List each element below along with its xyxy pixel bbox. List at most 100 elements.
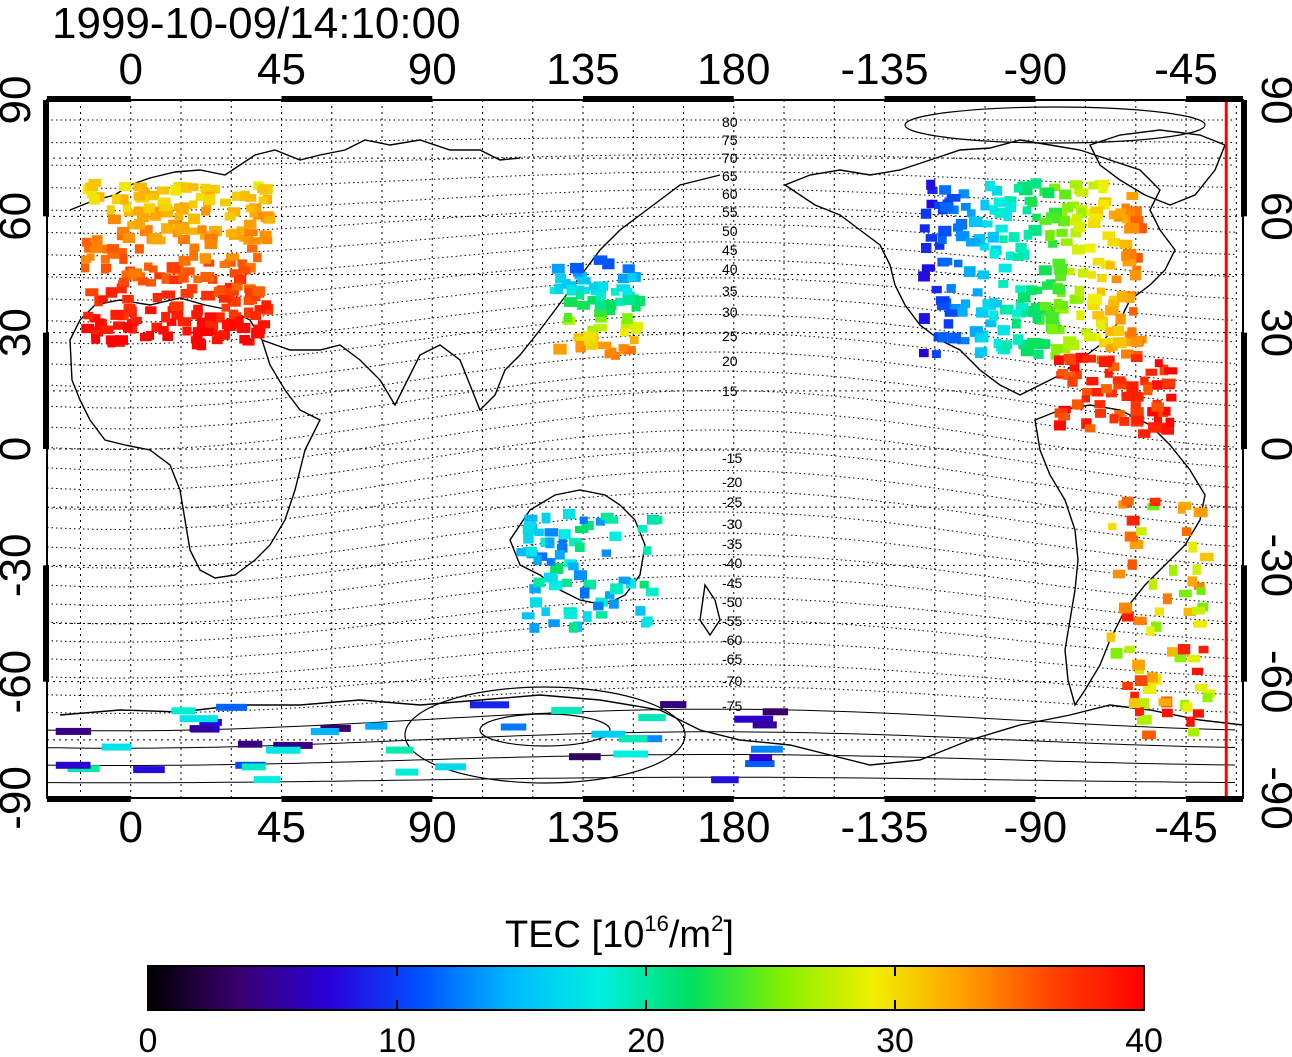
tec-cell	[1147, 407, 1159, 417]
tec-cell	[1042, 187, 1055, 199]
tec-cell	[1019, 186, 1033, 196]
tec-cell	[1072, 213, 1083, 223]
tec-cell	[1004, 196, 1013, 207]
tec-cell	[575, 291, 585, 300]
tec-cell	[162, 331, 173, 341]
tec-cell	[170, 301, 184, 312]
tec-cell	[534, 528, 544, 537]
tec-cell	[926, 179, 936, 190]
tec-cell	[957, 307, 968, 317]
lat-tick-label-right: 0	[1252, 437, 1292, 461]
lon-tick-label-bottom: 180	[697, 803, 770, 852]
tec-cell	[85, 182, 99, 192]
tec-cell	[533, 577, 545, 588]
lon-tick-label-top: -45	[1154, 45, 1218, 94]
tec-cell	[170, 185, 182, 196]
tec-cell	[594, 301, 606, 311]
tec-cell	[90, 329, 100, 339]
lat-tick-label-left: -90	[0, 766, 40, 830]
tec-cell	[533, 555, 542, 565]
tec-cell	[1062, 371, 1076, 380]
tec-cell	[1154, 359, 1163, 368]
lat-tick-label-right: 30	[1252, 308, 1292, 357]
tec-cell	[435, 763, 466, 771]
contour-label: 20	[722, 353, 738, 369]
tec-cell	[966, 209, 976, 217]
tec-cell	[204, 194, 216, 205]
tec-cell	[261, 300, 272, 311]
tec-cell	[1128, 698, 1140, 708]
tec-cell	[1141, 715, 1152, 725]
tec-cell	[123, 209, 135, 217]
tec-cell	[1039, 302, 1051, 311]
tec-cell	[144, 262, 153, 271]
tec-cell	[918, 271, 930, 282]
tec-cell	[1142, 730, 1156, 740]
tec-cell	[1191, 606, 1205, 615]
tec-cell	[137, 212, 149, 223]
tec-cell	[1015, 243, 1027, 253]
tec-cell	[1087, 299, 1100, 310]
tec-cell	[176, 205, 189, 215]
tec-cell	[596, 611, 608, 619]
tec-cell	[233, 276, 243, 284]
tec-cell	[1033, 286, 1043, 295]
tec-cell	[1056, 228, 1068, 237]
tec-cell	[987, 231, 999, 243]
tec-cell	[192, 329, 203, 340]
tec-cell	[110, 309, 124, 320]
tec-cell	[610, 583, 623, 595]
tec-cell	[1193, 507, 1208, 518]
tec-cell	[1059, 189, 1072, 200]
contour-line	[47, 223, 1236, 257]
contour-line	[47, 409, 1236, 471]
contour-label: -70	[722, 673, 742, 689]
tec-cell	[1058, 215, 1070, 227]
contour-line	[47, 370, 1236, 430]
tec-cell	[1020, 347, 1035, 357]
tec-cell	[980, 199, 990, 211]
tec-cell	[81, 255, 92, 263]
colorbar-label-mid: /m	[669, 914, 711, 956]
tec-cell	[1121, 496, 1134, 506]
tec-cell	[1130, 216, 1144, 224]
tec-cell	[1076, 310, 1085, 321]
lat-tick-label-left: 60	[0, 192, 40, 241]
tec-cell	[201, 290, 216, 301]
tec-cell	[1104, 368, 1113, 378]
tec-cell	[1110, 648, 1123, 659]
contour-label: 75	[722, 132, 738, 148]
tec-cell	[1018, 339, 1031, 350]
coastline-new-zealand	[699, 583, 721, 637]
tec-cell	[711, 776, 739, 784]
tec-cell	[221, 319, 230, 330]
tec-cell	[1092, 311, 1105, 320]
lat-tick-label-right: -30	[1252, 534, 1292, 598]
contour-label: 40	[722, 261, 738, 277]
tec-cell	[1134, 223, 1147, 234]
tec-cell	[613, 750, 649, 758]
tec-cell	[122, 233, 136, 243]
tec-cell	[113, 321, 124, 330]
tec-cell	[1075, 352, 1088, 363]
tec-cell	[1083, 243, 1096, 253]
tec-cell	[239, 335, 250, 344]
tec-cell	[148, 265, 158, 273]
tec-cell	[575, 340, 585, 352]
lat-tick-label-left: -60	[0, 650, 40, 714]
tec-cell	[939, 185, 952, 195]
tec-cell	[1112, 376, 1126, 384]
tec-cell	[579, 516, 588, 525]
frame-bar-right	[1241, 565, 1247, 682]
tec-cell	[1126, 515, 1140, 526]
tec-cell	[574, 570, 587, 581]
tec-cell	[1063, 336, 1077, 346]
tec-cell	[961, 203, 971, 211]
tec-cell	[1118, 602, 1133, 614]
tec-cell	[100, 264, 110, 274]
tec-cell	[1148, 579, 1158, 590]
map-area: 80 75 70 65 60 55 50 45 40 35 30 25 20 15 -15 -20 -25 -30…	[43, 96, 1247, 802]
tec-cell	[55, 761, 91, 769]
tec-cell	[86, 191, 97, 199]
tec-cell	[89, 242, 103, 253]
